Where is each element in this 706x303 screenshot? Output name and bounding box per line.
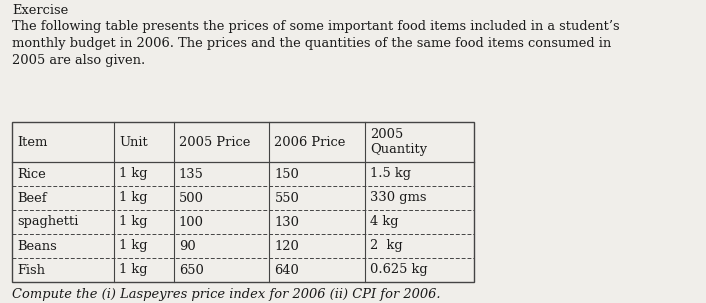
Text: Fish: Fish	[17, 264, 45, 277]
Bar	[12, 122, 474, 282]
Text: 100: 100	[179, 215, 204, 228]
Text: 120: 120	[275, 239, 299, 252]
Text: 2006 Price: 2006 Price	[275, 135, 346, 148]
Text: Item: Item	[17, 135, 47, 148]
Text: 1 kg: 1 kg	[119, 239, 148, 252]
Text: 130: 130	[275, 215, 299, 228]
Text: Exercise: Exercise	[12, 4, 68, 17]
Text: 1 kg: 1 kg	[119, 215, 148, 228]
Text: Unit: Unit	[119, 135, 148, 148]
Text: Rice: Rice	[17, 168, 46, 181]
Text: 0.625 kg: 0.625 kg	[370, 264, 428, 277]
Text: Beef: Beef	[17, 191, 47, 205]
Text: 4 kg: 4 kg	[370, 215, 399, 228]
Text: 135: 135	[179, 168, 203, 181]
Text: 330 gms: 330 gms	[370, 191, 426, 205]
Text: 1 kg: 1 kg	[119, 168, 148, 181]
Text: 1 kg: 1 kg	[119, 264, 148, 277]
Text: 500: 500	[179, 191, 204, 205]
Text: 2005
Quantity: 2005 Quantity	[370, 128, 427, 157]
Text: spaghetti: spaghetti	[17, 215, 78, 228]
Text: 2  kg: 2 kg	[370, 239, 402, 252]
Text: The following table presents the prices of some important food items included in: The following table presents the prices …	[12, 20, 620, 67]
Text: 1 kg: 1 kg	[119, 191, 148, 205]
Text: 650: 650	[179, 264, 203, 277]
Text: 150: 150	[275, 168, 299, 181]
Text: 2005 Price: 2005 Price	[179, 135, 250, 148]
Text: 640: 640	[275, 264, 299, 277]
Text: 550: 550	[275, 191, 299, 205]
Text: 1.5 kg: 1.5 kg	[370, 168, 411, 181]
Text: 90: 90	[179, 239, 196, 252]
Text: Beans: Beans	[17, 239, 56, 252]
Text: Compute the (i) Laspeyres price index for 2006 (ii) CPI for 2006.: Compute the (i) Laspeyres price index fo…	[12, 288, 441, 301]
